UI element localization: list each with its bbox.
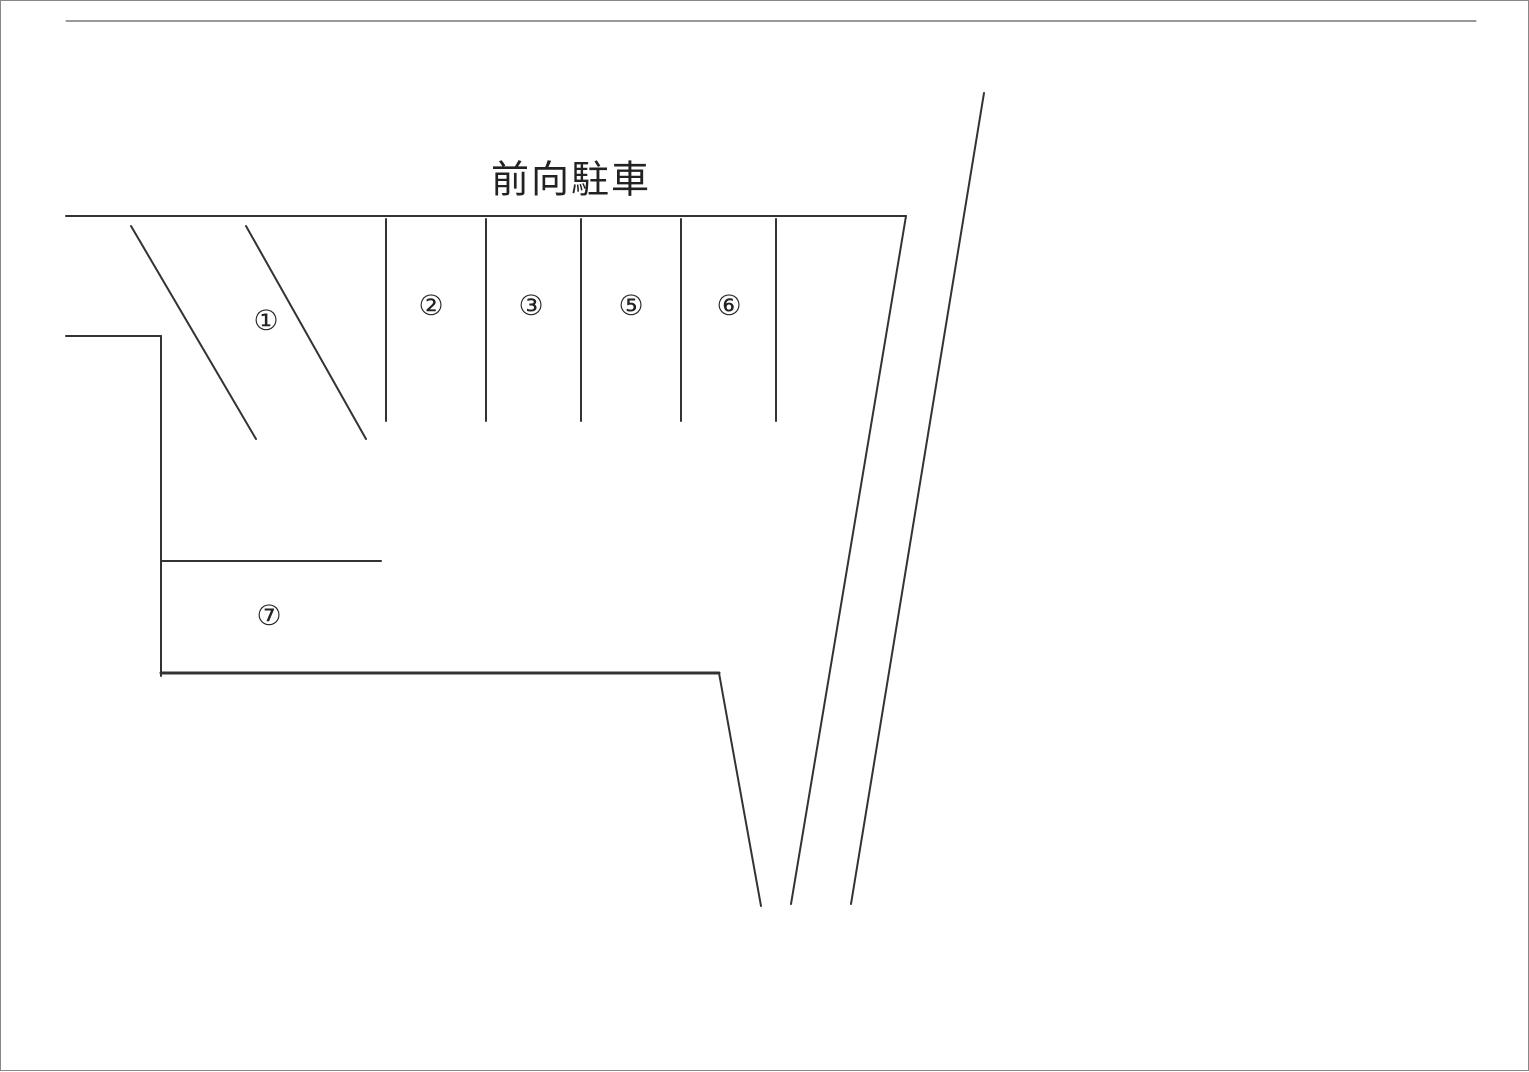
parking-spot-label-7: ⑦	[256, 599, 281, 633]
diagram-title: 前向駐車	[491, 149, 651, 204]
diagram-line	[851, 93, 984, 904]
parking-spot-label-6: ⑥	[716, 289, 741, 323]
parking-spot-label-1: ①	[253, 304, 278, 338]
diagram-line	[719, 673, 761, 906]
parking-lot-diagram: 前向駐車 ① ② ③ ⑤ ⑥ ⑦	[0, 0, 1529, 1071]
parking-spot-label-5: ⑤	[618, 289, 643, 323]
diagram-line	[131, 226, 256, 439]
parking-spot-label-3: ③	[518, 289, 543, 323]
parking-spot-label-2: ②	[418, 289, 443, 323]
diagram-lines	[1, 1, 1529, 1072]
diagram-line	[791, 216, 906, 904]
